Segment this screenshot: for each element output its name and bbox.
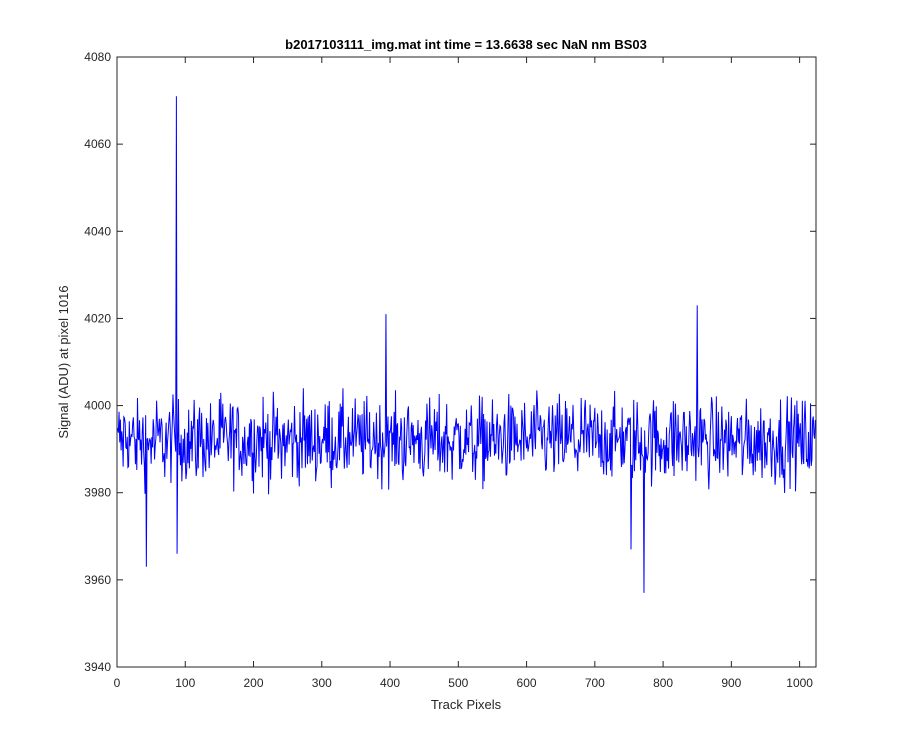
y-tick-label: 3940 [84, 660, 111, 674]
x-tick-label: 600 [517, 676, 537, 690]
x-tick-label: 200 [244, 676, 264, 690]
y-tick-label: 4020 [84, 311, 111, 325]
y-tick-label: 4040 [84, 224, 111, 238]
y-tick-label: 3980 [84, 486, 111, 500]
x-tick-label: 0 [114, 676, 121, 690]
x-tick-label: 400 [380, 676, 400, 690]
x-tick-label: 900 [721, 676, 741, 690]
chart-title: b2017103111_img.mat int time = 13.6638 s… [285, 37, 647, 52]
series-layer [117, 96, 817, 593]
x-tick-label: 100 [175, 676, 195, 690]
x-tick-label: 700 [585, 676, 605, 690]
x-axis: 0 100 200 300 400 500 600 700 800 900 1000 [114, 57, 813, 690]
axes-background [117, 57, 816, 667]
y-tick-label: 4060 [84, 137, 111, 151]
y-tick-label: 4080 [84, 50, 111, 64]
axes-box [116, 56, 817, 668]
x-tick-label: 500 [448, 676, 468, 690]
plot-area [116, 56, 817, 668]
y-axis-label: Signal (ADU) at pixel 1016 [56, 285, 71, 438]
x-tick-label: 800 [653, 676, 673, 690]
y-tick-label: 4000 [84, 399, 111, 413]
signal-line [117, 96, 817, 593]
x-tick-label: 300 [312, 676, 332, 690]
y-axis: 3940 3960 3980 4000 4020 4040 4060 4080 [84, 50, 816, 674]
x-tick-label: 1000 [786, 676, 813, 690]
y-tick-label: 3960 [84, 573, 111, 587]
x-axis-label: Track Pixels [431, 697, 502, 712]
